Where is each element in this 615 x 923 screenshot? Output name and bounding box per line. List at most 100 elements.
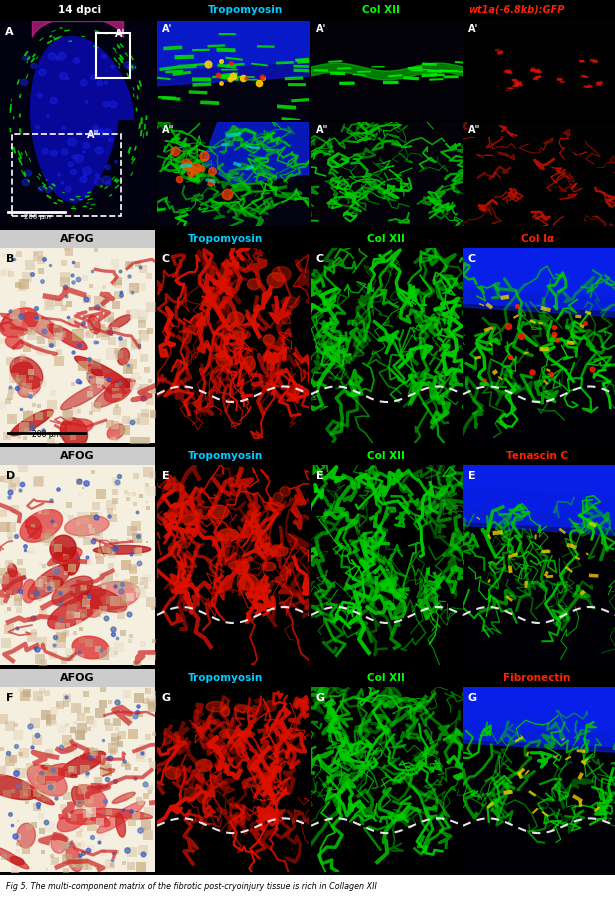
Ellipse shape bbox=[63, 549, 79, 575]
Text: Fibronectin: Fibronectin bbox=[504, 673, 571, 683]
Ellipse shape bbox=[69, 584, 127, 612]
Ellipse shape bbox=[165, 767, 180, 779]
Ellipse shape bbox=[273, 493, 284, 503]
Ellipse shape bbox=[10, 357, 43, 389]
Ellipse shape bbox=[62, 126, 65, 129]
Ellipse shape bbox=[109, 102, 117, 108]
Ellipse shape bbox=[82, 150, 85, 152]
Text: C: C bbox=[467, 254, 475, 264]
Ellipse shape bbox=[41, 765, 77, 777]
Ellipse shape bbox=[10, 410, 53, 436]
Ellipse shape bbox=[31, 64, 36, 68]
Ellipse shape bbox=[248, 514, 258, 522]
Ellipse shape bbox=[0, 308, 38, 337]
Text: B: B bbox=[6, 254, 15, 264]
Ellipse shape bbox=[267, 272, 284, 288]
Ellipse shape bbox=[68, 138, 76, 146]
Ellipse shape bbox=[228, 330, 250, 340]
Ellipse shape bbox=[57, 809, 88, 832]
Ellipse shape bbox=[269, 766, 282, 773]
Ellipse shape bbox=[251, 705, 259, 713]
Ellipse shape bbox=[60, 73, 68, 79]
Ellipse shape bbox=[265, 503, 284, 510]
Text: Col XII: Col XII bbox=[367, 234, 405, 244]
Polygon shape bbox=[31, 37, 133, 202]
Bar bbox=[12, 134, 121, 216]
Text: A: A bbox=[5, 27, 14, 37]
Text: Tropomyosin: Tropomyosin bbox=[208, 5, 284, 15]
Ellipse shape bbox=[83, 143, 90, 149]
Ellipse shape bbox=[8, 564, 17, 577]
Ellipse shape bbox=[243, 356, 255, 371]
Ellipse shape bbox=[97, 81, 103, 86]
Text: G: G bbox=[467, 692, 477, 702]
Text: Col Iα: Col Iα bbox=[520, 234, 554, 244]
Ellipse shape bbox=[62, 149, 68, 155]
Ellipse shape bbox=[23, 55, 28, 60]
Ellipse shape bbox=[108, 138, 113, 141]
Text: Tenascin C: Tenascin C bbox=[506, 451, 568, 461]
Text: AFOG: AFOG bbox=[60, 673, 95, 683]
Ellipse shape bbox=[0, 847, 29, 869]
Ellipse shape bbox=[47, 324, 87, 350]
Text: Fig 5. The multi-component matrix of the fibrotic post-cryoinjury tissue is rich: Fig 5. The multi-component matrix of the… bbox=[6, 882, 377, 892]
Ellipse shape bbox=[95, 147, 103, 154]
Ellipse shape bbox=[189, 317, 208, 327]
Text: wt1a(-6.8kb):GFP: wt1a(-6.8kb):GFP bbox=[469, 5, 565, 15]
Ellipse shape bbox=[87, 367, 103, 385]
Ellipse shape bbox=[111, 66, 114, 68]
Text: Tropomyosin: Tropomyosin bbox=[188, 234, 263, 244]
Ellipse shape bbox=[93, 125, 99, 130]
Ellipse shape bbox=[247, 279, 261, 290]
Ellipse shape bbox=[52, 576, 93, 605]
Ellipse shape bbox=[17, 823, 36, 848]
Ellipse shape bbox=[264, 701, 276, 712]
Ellipse shape bbox=[237, 574, 245, 589]
Ellipse shape bbox=[103, 373, 125, 392]
Ellipse shape bbox=[242, 730, 251, 737]
Ellipse shape bbox=[266, 362, 274, 370]
Ellipse shape bbox=[25, 170, 31, 176]
Ellipse shape bbox=[0, 774, 38, 799]
Ellipse shape bbox=[58, 174, 60, 176]
Ellipse shape bbox=[23, 312, 61, 340]
Ellipse shape bbox=[84, 581, 140, 610]
Ellipse shape bbox=[238, 731, 255, 737]
Ellipse shape bbox=[10, 857, 24, 865]
Ellipse shape bbox=[95, 174, 99, 177]
Ellipse shape bbox=[90, 814, 110, 827]
Ellipse shape bbox=[240, 574, 258, 591]
Ellipse shape bbox=[98, 130, 105, 137]
Ellipse shape bbox=[65, 186, 71, 192]
Ellipse shape bbox=[20, 509, 63, 542]
Ellipse shape bbox=[231, 734, 247, 748]
Ellipse shape bbox=[107, 424, 125, 439]
Ellipse shape bbox=[53, 547, 82, 564]
Text: E: E bbox=[162, 471, 169, 481]
Ellipse shape bbox=[92, 809, 153, 819]
Ellipse shape bbox=[103, 102, 109, 107]
Ellipse shape bbox=[113, 792, 135, 803]
Text: Tropomyosin: Tropomyosin bbox=[188, 451, 263, 461]
Ellipse shape bbox=[74, 155, 84, 162]
Ellipse shape bbox=[60, 418, 87, 448]
Ellipse shape bbox=[74, 356, 130, 388]
Ellipse shape bbox=[116, 813, 125, 837]
Ellipse shape bbox=[174, 541, 189, 548]
Text: A': A' bbox=[315, 24, 326, 34]
Ellipse shape bbox=[55, 56, 60, 60]
Ellipse shape bbox=[48, 53, 56, 60]
Ellipse shape bbox=[104, 81, 108, 84]
Text: F: F bbox=[6, 692, 14, 702]
Text: A": A" bbox=[87, 129, 99, 139]
Ellipse shape bbox=[28, 565, 71, 599]
Ellipse shape bbox=[282, 297, 300, 306]
Ellipse shape bbox=[221, 706, 229, 716]
Text: A': A' bbox=[162, 24, 172, 34]
Ellipse shape bbox=[228, 312, 244, 325]
Ellipse shape bbox=[75, 785, 107, 809]
Ellipse shape bbox=[88, 316, 100, 334]
Ellipse shape bbox=[182, 514, 196, 525]
Ellipse shape bbox=[105, 165, 111, 170]
Ellipse shape bbox=[71, 170, 76, 174]
